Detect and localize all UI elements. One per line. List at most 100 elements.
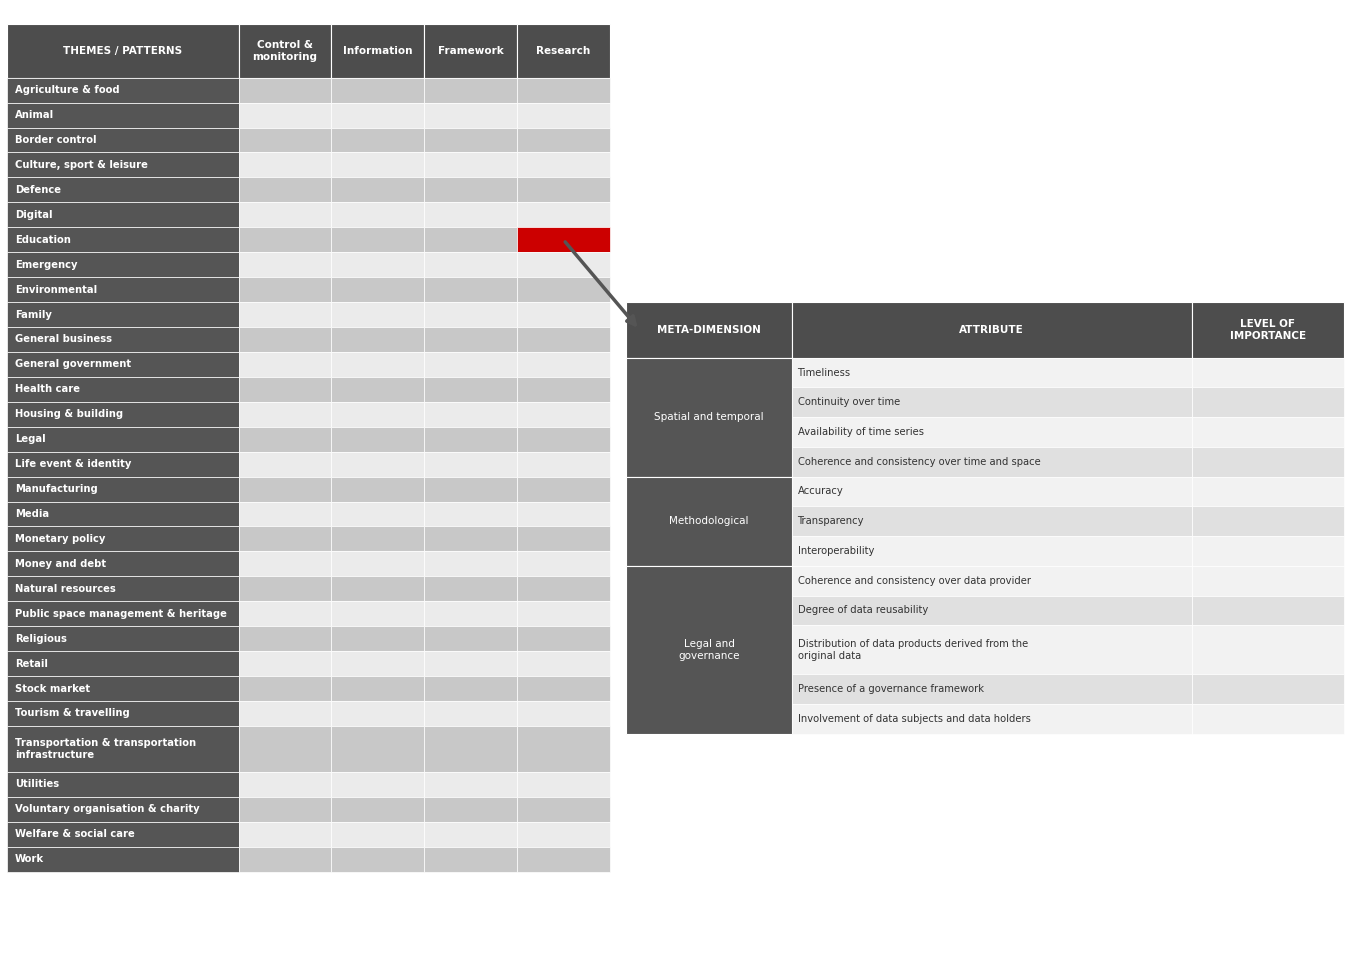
Bar <box>238 24 332 78</box>
Bar <box>332 78 424 103</box>
Text: Presence of a governance framework: Presence of a governance framework <box>798 684 984 694</box>
Bar <box>626 302 793 358</box>
Text: Coherence and consistency over data provider: Coherence and consistency over data prov… <box>798 575 1031 586</box>
Text: Stock market: Stock market <box>15 684 89 693</box>
Bar <box>7 202 238 227</box>
Bar <box>332 676 424 701</box>
Bar <box>238 551 332 576</box>
Bar <box>238 128 332 152</box>
Bar <box>238 676 332 701</box>
Bar <box>518 202 610 227</box>
Text: Information: Information <box>343 46 412 56</box>
Bar <box>518 252 610 277</box>
Text: Health care: Health care <box>15 385 80 394</box>
Text: Continuity over time: Continuity over time <box>798 397 900 408</box>
Bar <box>238 377 332 402</box>
Text: Natural resources: Natural resources <box>15 584 115 594</box>
Bar <box>1191 387 1344 417</box>
Bar <box>424 576 518 601</box>
Bar <box>793 674 1191 704</box>
Text: LEVEL OF
IMPORTANCE: LEVEL OF IMPORTANCE <box>1230 319 1306 340</box>
Bar <box>7 302 238 327</box>
Text: Defence: Defence <box>15 185 61 195</box>
Bar <box>793 387 1191 417</box>
Text: Methodological: Methodological <box>669 516 749 526</box>
Bar <box>518 576 610 601</box>
Bar <box>1191 447 1344 477</box>
Text: Control &
monitoring: Control & monitoring <box>252 40 317 61</box>
Text: Animal: Animal <box>15 110 54 120</box>
Bar <box>332 847 424 872</box>
Bar <box>793 447 1191 477</box>
Bar <box>424 726 518 772</box>
Bar <box>332 551 424 576</box>
Bar <box>518 772 610 797</box>
Text: Spatial and temporal: Spatial and temporal <box>654 412 764 422</box>
Text: Culture, sport & leisure: Culture, sport & leisure <box>15 160 148 170</box>
Bar <box>1191 596 1344 625</box>
Bar <box>238 502 332 526</box>
Bar <box>518 526 610 551</box>
Bar <box>332 452 424 477</box>
Text: Education: Education <box>15 235 70 245</box>
Text: Emergency: Emergency <box>15 260 77 269</box>
Bar <box>7 502 238 526</box>
Bar <box>793 625 1191 674</box>
Bar <box>332 726 424 772</box>
Text: THEMES / PATTERNS: THEMES / PATTERNS <box>64 46 183 56</box>
Bar <box>7 726 238 772</box>
Bar <box>518 227 610 252</box>
Bar <box>332 701 424 726</box>
Text: Welfare & social care: Welfare & social care <box>15 830 134 839</box>
Bar <box>332 152 424 177</box>
Bar <box>1191 506 1344 536</box>
Bar <box>332 502 424 526</box>
Bar <box>793 566 1191 596</box>
Bar <box>332 477 424 502</box>
Text: Life event & identity: Life event & identity <box>15 459 131 469</box>
Bar <box>793 358 1191 387</box>
Bar <box>7 626 238 651</box>
Bar <box>238 202 332 227</box>
Bar <box>424 477 518 502</box>
Bar <box>7 551 238 576</box>
Bar <box>518 797 610 822</box>
Bar <box>424 601 518 626</box>
Bar <box>424 797 518 822</box>
Bar <box>238 452 332 477</box>
Bar <box>7 78 238 103</box>
Bar <box>332 177 424 202</box>
Bar <box>7 477 238 502</box>
Bar <box>238 701 332 726</box>
Bar <box>424 427 518 452</box>
Text: Accuracy: Accuracy <box>798 486 843 497</box>
Bar <box>424 651 518 676</box>
Bar <box>424 152 518 177</box>
Bar <box>7 252 238 277</box>
Bar <box>424 626 518 651</box>
Bar <box>1191 358 1344 387</box>
Text: Involvement of data subjects and data holders: Involvement of data subjects and data ho… <box>798 713 1030 724</box>
Bar <box>238 601 332 626</box>
Bar <box>238 103 332 128</box>
Bar <box>424 128 518 152</box>
Bar <box>332 576 424 601</box>
Bar <box>7 701 238 726</box>
Bar <box>518 601 610 626</box>
Bar <box>1191 704 1344 734</box>
Text: Distribution of data products derived from the
original data: Distribution of data products derived fr… <box>798 639 1027 661</box>
Bar <box>518 177 610 202</box>
Bar <box>238 227 332 252</box>
Bar <box>7 177 238 202</box>
Text: Border control: Border control <box>15 135 96 145</box>
Bar <box>332 601 424 626</box>
Bar <box>518 152 610 177</box>
Bar <box>7 847 238 872</box>
Bar <box>238 402 332 427</box>
Bar <box>424 177 518 202</box>
Bar <box>424 452 518 477</box>
Bar <box>7 327 238 352</box>
Bar <box>1191 536 1344 566</box>
Bar <box>518 477 610 502</box>
Text: Money and debt: Money and debt <box>15 559 106 569</box>
